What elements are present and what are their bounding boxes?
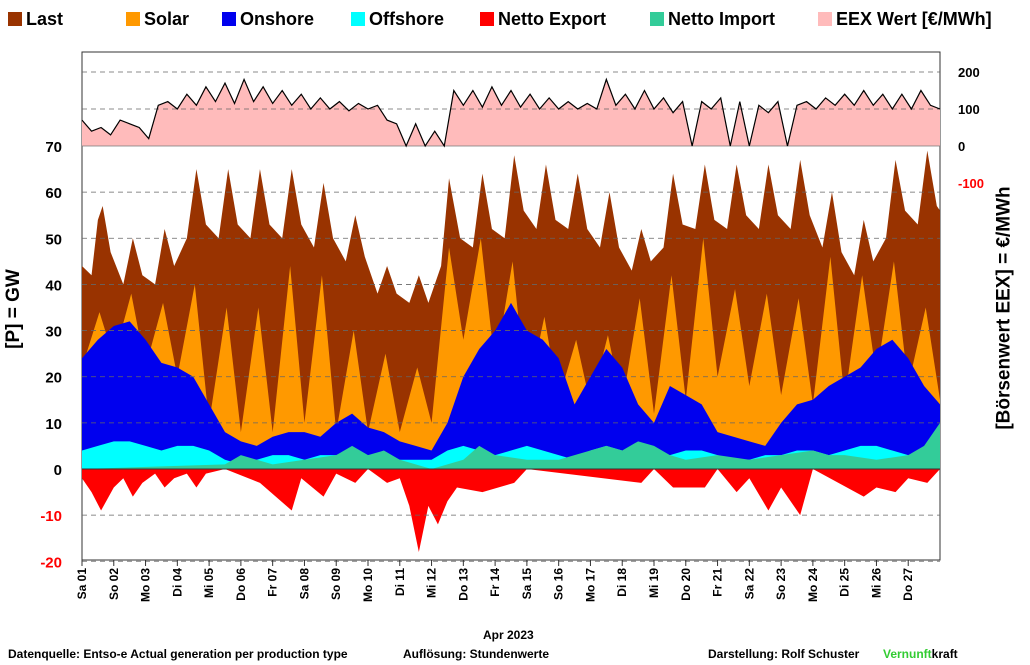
series-netto-import	[82, 422, 940, 469]
x-tick-label: Di 18	[615, 568, 629, 597]
legend-label: EEX Wert [€/MWh]	[836, 8, 992, 29]
right-tick-label: 0	[958, 139, 965, 154]
x-tick-label: Sa 15	[520, 568, 534, 600]
legend-label: Netto Export	[498, 8, 606, 29]
x-tick-label: So 02	[107, 568, 121, 600]
left-tick-label: 20	[45, 370, 62, 387]
left-tick-label: 40	[45, 277, 62, 294]
footer-brand: Vernunftkraft	[883, 647, 958, 661]
legend-item-1: Last	[8, 8, 63, 30]
legend-swatch	[351, 12, 365, 26]
x-tick-label: Do 06	[234, 568, 248, 601]
x-tick-label: So 16	[552, 568, 566, 600]
brand-green: Vernunft	[883, 647, 932, 661]
x-tick-label: Sa 01	[75, 568, 89, 600]
legend-swatch	[126, 12, 140, 26]
legend-item-2: Solar	[126, 8, 189, 30]
left-tick-label: 70	[45, 139, 62, 156]
series-netto-export	[82, 469, 940, 553]
x-tick-label: Sa 08	[297, 568, 311, 600]
legend-swatch	[818, 12, 832, 26]
footer-author: Darstellung: Rolf Schuster	[708, 647, 860, 661]
x-tick-label: Mo 03	[139, 568, 153, 602]
x-tick-label: Do 13	[456, 568, 470, 601]
x-tick-label: Mo 17	[583, 568, 597, 602]
left-tick-label: -10	[40, 508, 62, 525]
x-tick-label: Mi 19	[647, 568, 661, 598]
legend-swatch	[222, 12, 236, 26]
x-tick-label: Mi 05	[202, 568, 216, 598]
series-onshore	[82, 302, 940, 469]
x-tick-label: Mi 26	[869, 568, 883, 598]
x-tick-label: Mo 10	[361, 568, 375, 602]
legend-item-4: Offshore	[351, 8, 444, 30]
legend: Last Solar Onshore Offshore Netto Export Nett…	[0, 0, 1030, 38]
x-tick-label: Do 20	[679, 568, 693, 601]
left-tick-label: 60	[45, 185, 62, 202]
x-month-label: Apr 2023	[483, 628, 534, 642]
left-tick-label: -20	[40, 554, 62, 571]
eex-line	[81, 77, 941, 148]
x-tick-label: Di 25	[838, 568, 852, 597]
x-tick-label: Fr 07	[266, 568, 280, 597]
left-tick-label: 50	[45, 231, 62, 248]
x-tick-label: Di 04	[170, 568, 184, 597]
right-tick-label: -100	[958, 176, 984, 191]
x-tick-label: Fr 21	[711, 568, 725, 597]
brand-rest: kraft	[931, 647, 958, 661]
legend-item-7: EEX Wert [€/MWh]	[818, 8, 992, 30]
legend-swatch	[650, 12, 664, 26]
x-tick-label: Sa 22	[742, 568, 756, 600]
left-tick-label: 30	[45, 324, 62, 341]
legend-label: Netto Import	[668, 8, 775, 29]
footer-source: Datenquelle: Entso-e Actual generation p…	[8, 647, 348, 661]
right-tick-label: 100	[958, 102, 980, 117]
x-tick-label: Di 11	[393, 568, 407, 596]
x-tick-label: Mo 24	[806, 568, 820, 602]
footer-resolution: Auflösung: Stundenwerte	[403, 647, 549, 661]
x-tick-label: Fr 14	[488, 568, 502, 597]
left-tick-label: 0	[54, 462, 62, 479]
x-tick-label: So 09	[329, 568, 343, 600]
legend-label: Solar	[144, 8, 190, 29]
legend-label: Offshore	[369, 8, 445, 29]
legend-label: Last	[26, 8, 64, 29]
legend-label: Onshore	[240, 8, 315, 29]
eex-area	[82, 79, 940, 146]
left-axis-label: [P] = GW	[2, 269, 24, 349]
x-tick-label: So 23	[774, 568, 788, 600]
legend-swatch	[8, 12, 22, 26]
left-tick-label: 10	[45, 416, 62, 433]
legend-swatch	[480, 12, 494, 26]
right-tick-label: 200	[958, 65, 980, 80]
legend-item-6: Netto Import	[650, 8, 775, 30]
x-tick-label: Do 27	[901, 568, 915, 601]
x-tick-label: Mi 12	[425, 568, 439, 598]
right-axis-label: [Börsenwert EEX] = €/MWh	[993, 186, 1015, 430]
legend-item-3: Onshore	[222, 8, 314, 30]
legend-item-5: Netto Export	[480, 8, 606, 30]
